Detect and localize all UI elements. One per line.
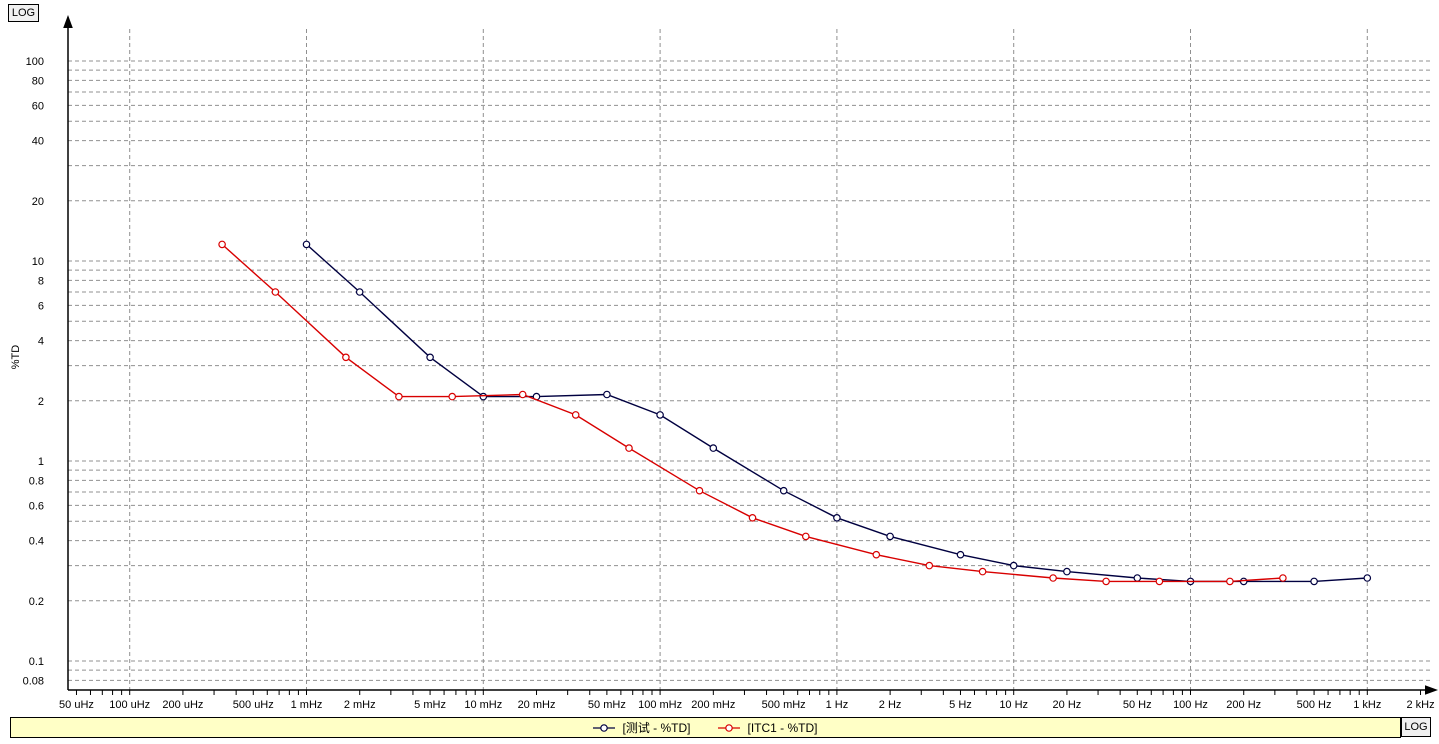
x-tick-label: 2 kHz <box>1406 699 1434 711</box>
x-tick-labels: 50 uHz 100 uHz 200 uHz 500 uHz 1 mHz 2 mHz 5 m… <box>59 699 1435 711</box>
data-point-marker <box>448 392 457 401</box>
x-tick-label: 1 mHz <box>291 699 323 711</box>
y-tick-label: 60 <box>32 100 44 112</box>
data-point-marker <box>656 411 664 419</box>
data-point-marker <box>355 288 364 296</box>
x-tick-label: 100 Hz <box>1173 699 1208 711</box>
x-tick-label: 20 mHz <box>518 699 556 711</box>
y-tick-label: 2 <box>38 396 44 408</box>
y-tick-label: 6 <box>38 300 44 312</box>
legend-line-marker-icon <box>718 723 741 732</box>
x-tick-label: 200 Hz <box>1226 699 1261 711</box>
x-gridlines <box>129 29 1368 690</box>
data-point-marker <box>748 513 757 522</box>
axes <box>63 15 1438 695</box>
data-point-marker <box>342 353 350 362</box>
y-tick-label: 80 <box>32 75 44 87</box>
data-point-marker <box>395 392 403 401</box>
x-tick-label: 5 mHz <box>414 699 446 711</box>
x-axis-log-scale-button[interactable]: LOG <box>1401 717 1431 737</box>
data-point-marker <box>1279 574 1287 582</box>
y-tick-label: 4 <box>38 336 44 348</box>
x-tick-label: 500 uHz <box>233 699 274 711</box>
data-point-marker <box>1155 577 1164 586</box>
x-tick-label: 200 uHz <box>162 699 203 711</box>
y-gridlines <box>68 60 1433 681</box>
y-tick-label: 1 <box>38 456 44 468</box>
data-point-marker <box>1009 561 1018 570</box>
y-tick-label: 0.6 <box>29 500 44 512</box>
data-point-marker <box>833 513 841 522</box>
legend-label-itc1: [ITC1 - %TD] <box>747 720 818 735</box>
x-tick-label: 50 uHz <box>59 699 94 711</box>
x-tick-label: 5 Hz <box>949 699 972 711</box>
data-point-marker <box>1133 574 1142 582</box>
x-tick-label: 10 mHz <box>464 699 502 711</box>
data-point-marker <box>426 353 434 362</box>
x-tick-label: 10 Hz <box>999 699 1028 711</box>
data-point-marker <box>1226 577 1234 586</box>
y-tick-label: 0.4 <box>29 536 44 548</box>
data-point-marker <box>518 390 527 399</box>
y-tick-label: 20 <box>32 196 44 208</box>
x-tick-label: 500 Hz <box>1297 699 1332 711</box>
y-axis-log-scale-button[interactable]: LOG <box>8 4 39 22</box>
data-point-marker <box>479 392 488 401</box>
legend-line-marker-icon <box>593 723 616 732</box>
x-tick-label: 2 Hz <box>879 699 902 711</box>
x-tick-label: 50 mHz <box>588 699 626 711</box>
x-tick-marks <box>75 690 1422 695</box>
data-point-marker <box>956 550 965 559</box>
data-point-marker <box>801 532 810 541</box>
data-point-marker <box>872 550 881 559</box>
y-tick-label: 0.08 <box>23 675 44 687</box>
y-tick-label: 0.1 <box>29 656 44 668</box>
legend-label-test: [测试 - %TD] <box>622 721 691 735</box>
data-point-marker <box>302 240 311 249</box>
data-point-marker <box>925 561 934 570</box>
data-point-marker <box>779 486 788 495</box>
x-tick-label: 20 Hz <box>1053 699 1082 711</box>
x-tick-label: 500 mHz <box>762 699 806 711</box>
legend-bar: [测试 - %TD] [ITC1 - %TD] <box>10 717 1401 738</box>
data-point-marker <box>603 390 611 399</box>
y-tick-label: 8 <box>38 275 44 287</box>
data-point-marker <box>1310 577 1318 586</box>
data-point-marker <box>571 411 580 419</box>
data-point-marker <box>1049 574 1057 582</box>
data-point-marker <box>271 288 280 296</box>
y-tick-label: 40 <box>32 136 44 148</box>
data-point-marker <box>1063 567 1071 576</box>
y-tick-label: 0.2 <box>29 596 44 608</box>
data-point-marker <box>709 444 718 452</box>
data-point-marker <box>886 532 894 541</box>
data-point-marker <box>978 567 987 576</box>
x-tick-label: 2 mHz <box>344 699 376 711</box>
x-tick-label: 200 mHz <box>691 699 735 711</box>
data-point-marker <box>1239 577 1248 586</box>
y-tick-label: 100 <box>26 56 44 68</box>
legend-item-itc1: [ITC1 - %TD] <box>718 720 818 735</box>
series-itc1 <box>218 240 1287 586</box>
data-point-marker <box>218 240 226 249</box>
y-tick-label: 0.8 <box>29 475 44 487</box>
data-point-marker <box>1102 577 1110 586</box>
x-tick-label: 1 Hz <box>826 699 849 711</box>
y-tick-label: 10 <box>32 256 44 268</box>
data-point-marker <box>625 444 633 452</box>
x-tick-label: 100 uHz <box>109 699 150 711</box>
data-point-marker <box>695 486 704 495</box>
x-tick-label: 1 kHz <box>1353 699 1381 711</box>
x-tick-label: 100 mHz <box>638 699 682 711</box>
y-tick-labels: 100 80 60 40 20 10 8 6 4 2 1 0.8 0.6 0.4 0.2 0.1 0.08 <box>23 56 44 687</box>
x-tick-label: 50 Hz <box>1123 699 1152 711</box>
legend-item-test: [测试 - %TD] <box>593 719 690 736</box>
data-point-marker <box>1363 574 1372 582</box>
plot-area: 50 uHz 100 uHz 200 uHz 500 uHz 1 mHz 2 mHz 5 m… <box>23 15 1438 711</box>
